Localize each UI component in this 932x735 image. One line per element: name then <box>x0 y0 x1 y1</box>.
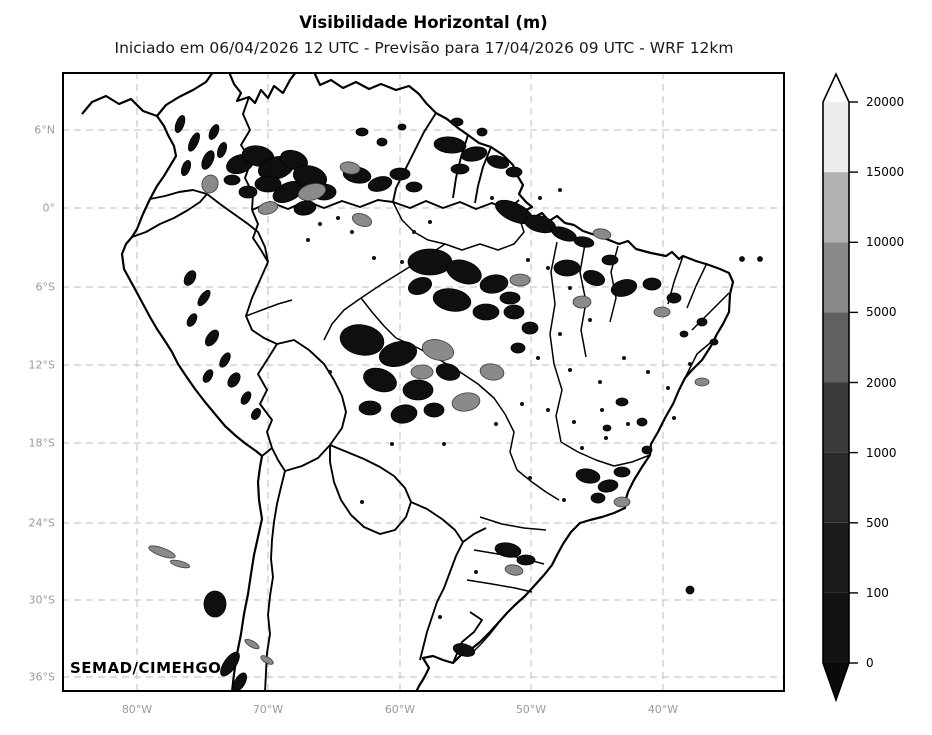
low-visibility-blobs <box>174 115 763 690</box>
map-plot-area: SEMAD/CIMEHGO <box>62 72 785 692</box>
cbar-label-0: 0 <box>866 656 874 670</box>
y-tick-0: 0° <box>42 201 56 215</box>
x-tick-50w: 50°W <box>515 703 547 716</box>
x-tick-60w: 60°W <box>384 703 416 716</box>
cbar-label-1000: 1000 <box>866 446 897 460</box>
y-tick-30s: 30°S <box>28 593 55 607</box>
colorbar-ticks <box>849 101 858 664</box>
cbar-label-10000: 10000 <box>866 235 905 249</box>
y-tick-12s: 12°S <box>28 358 55 372</box>
cbar-label-2000: 2000 <box>866 376 897 390</box>
chart-title: Visibilidade Horizontal (m) <box>299 13 548 32</box>
x-tick-70w: 70°W <box>252 703 284 716</box>
cbar-label-5000: 5000 <box>866 305 897 319</box>
moderate-visibility-blobs <box>148 161 710 665</box>
country-borders <box>131 96 520 690</box>
state-borders <box>245 201 730 593</box>
cbar-label-20000: 20000 <box>866 95 905 109</box>
chart-subtitle: Iniciado em 06/04/2026 12 UTC - Previsão… <box>114 39 734 57</box>
cbar-label-100: 100 <box>866 586 889 600</box>
cbar-label-500: 500 <box>866 516 889 530</box>
colorbar-segments <box>823 74 849 700</box>
y-tick-18s: 18°S <box>28 436 55 450</box>
y-tick-24s: 24°S <box>28 516 55 530</box>
scatter-dots <box>306 188 692 619</box>
colorbar <box>822 72 858 703</box>
watermark-semad-cimehgo: SEMAD/CIMEHGO <box>70 659 222 677</box>
y-tick-36s: 36°S <box>28 670 55 684</box>
y-tick-6n: 6°N <box>34 123 55 137</box>
y-tick-6s: 6°S <box>35 280 55 294</box>
map-svg <box>64 74 783 690</box>
coastline <box>81 74 735 690</box>
x-tick-80w: 80°W <box>121 703 153 716</box>
cbar-label-15000: 15000 <box>866 165 905 179</box>
x-tick-40w: 40°W <box>647 703 679 716</box>
